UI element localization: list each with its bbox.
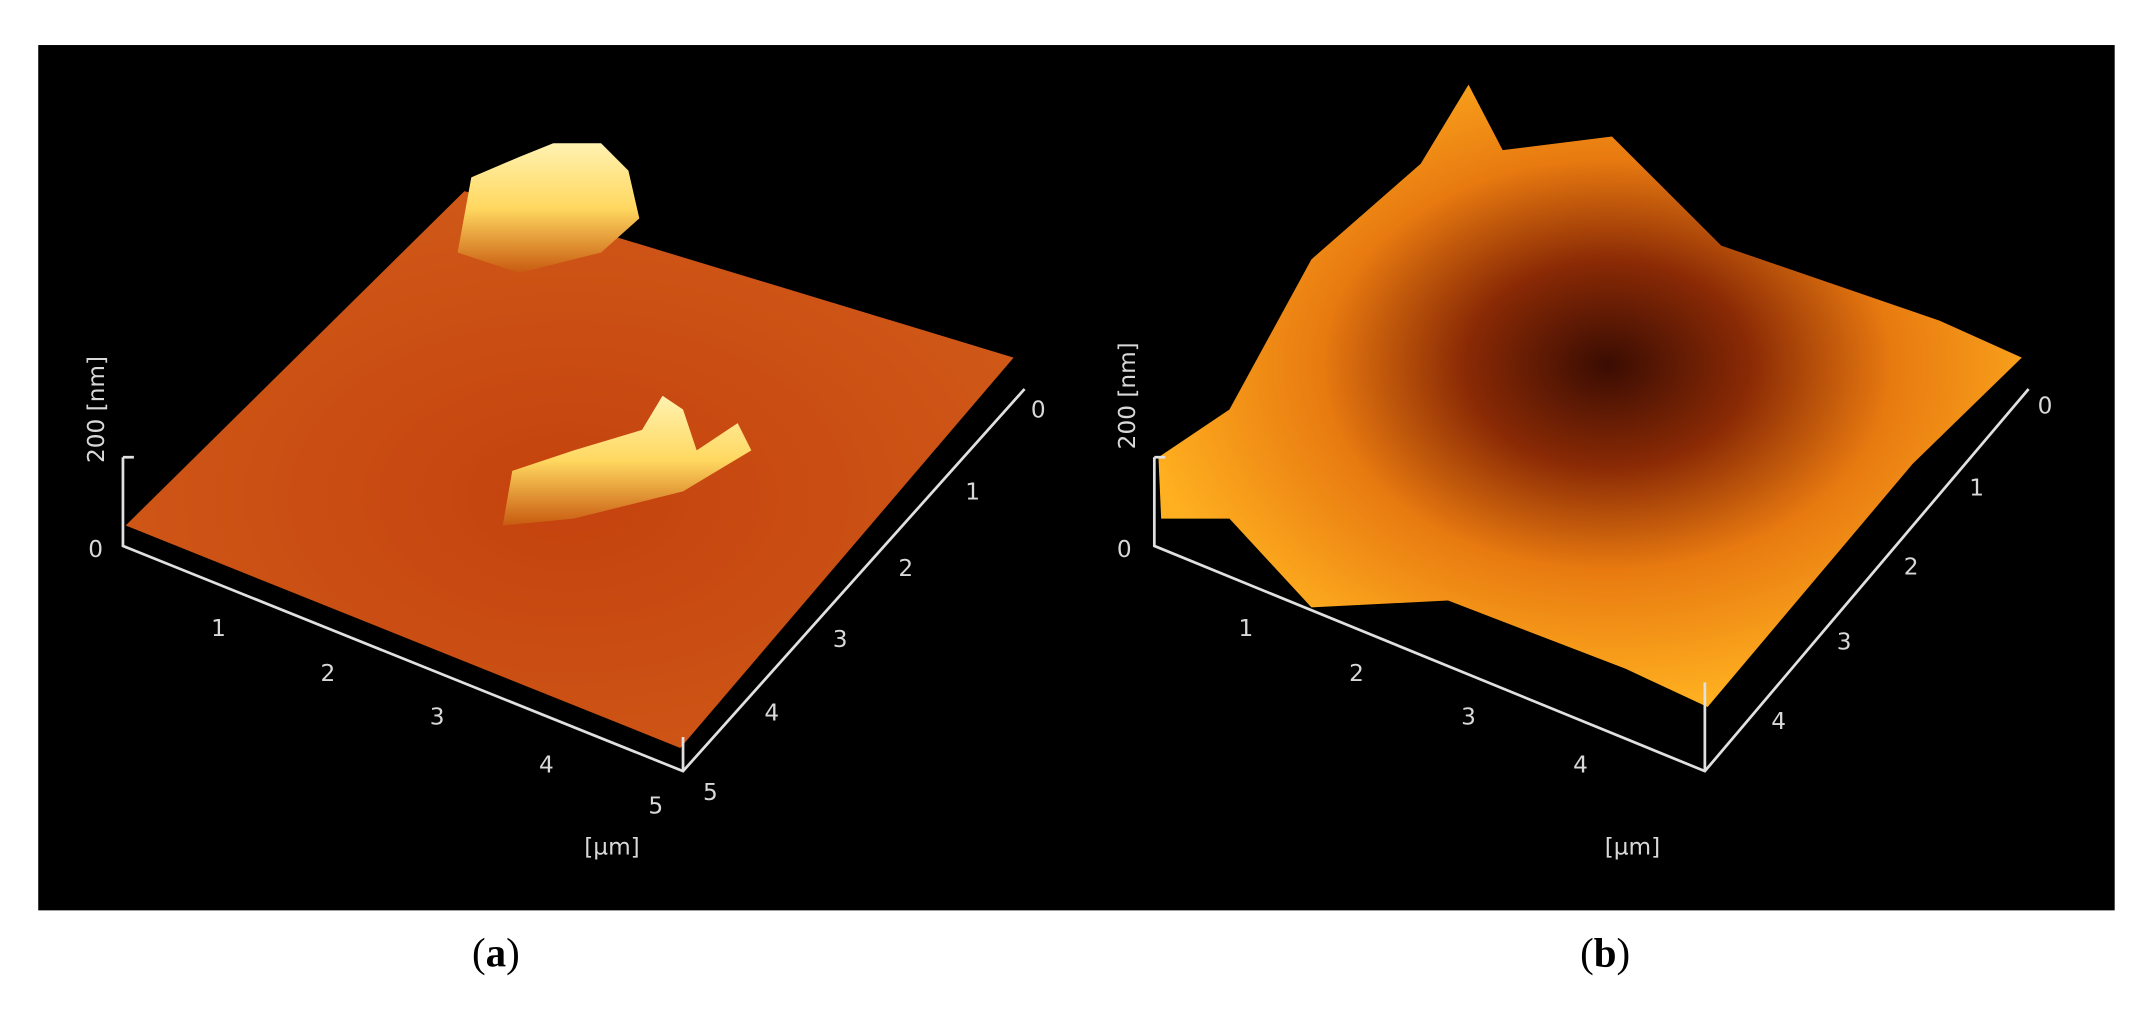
- caption-open: (: [472, 929, 486, 975]
- z-label: 200 [nm]: [83, 356, 110, 463]
- x-tick-label: 4: [1573, 752, 1588, 779]
- caption: (b): [1580, 929, 1630, 975]
- y-tick-label: 4: [764, 700, 779, 727]
- y-tick-label: 3: [1837, 629, 1852, 656]
- y-tick-label: 4: [1771, 708, 1786, 735]
- x-tick-label: 1: [1238, 615, 1253, 642]
- y-tick-label: 2: [1904, 554, 1919, 581]
- caption-close: ): [506, 929, 520, 975]
- caption-letter: a: [486, 929, 506, 975]
- z-label: 200 [nm]: [1114, 342, 1141, 449]
- y-tick-label: 1: [1969, 474, 1984, 501]
- axes-a: [121, 388, 1026, 773]
- surface-a: [125, 143, 1014, 748]
- surface-b: [1158, 84, 2022, 707]
- unit-label: [µm]: [1605, 833, 1661, 860]
- x-tick-label: 2: [1349, 660, 1364, 687]
- x-tick-label: 5: [648, 792, 663, 819]
- x-tick-label: 1: [211, 615, 226, 642]
- caption: (a): [472, 929, 520, 975]
- x-tick-label: 3: [430, 704, 445, 731]
- caption-close: ): [1617, 929, 1631, 975]
- y-tick-label: 0: [2038, 393, 2053, 420]
- x-tick-label: 4: [539, 752, 554, 779]
- axes-b: [1152, 388, 2030, 773]
- caption-open: (: [1580, 929, 1594, 975]
- z-tick-label: 0: [88, 536, 103, 563]
- y-tick-label: 5: [703, 779, 718, 806]
- x-tick-label: 2: [320, 660, 335, 687]
- z-tick-label: 0: [1117, 536, 1132, 563]
- caption-letter: b: [1594, 929, 1617, 975]
- y-tick-label: 0: [1031, 397, 1046, 424]
- x-tick-label: 3: [1461, 704, 1476, 731]
- y-tick-label: 2: [898, 555, 913, 582]
- y-tick-label: 1: [965, 479, 980, 506]
- unit-label: [µm]: [584, 833, 640, 860]
- y-tick-label: 3: [833, 626, 848, 653]
